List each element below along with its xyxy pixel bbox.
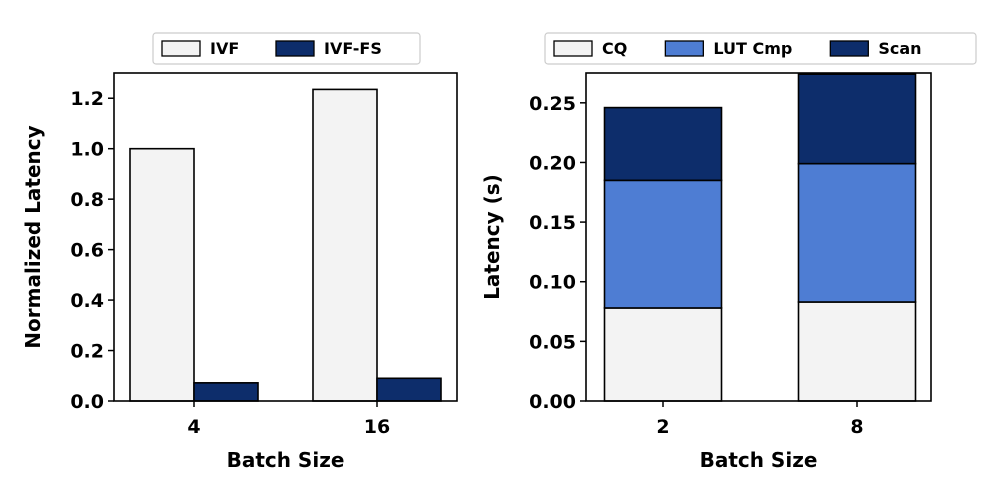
axes-frame — [113, 72, 458, 402]
legend-swatch-lut-cmp — [664, 40, 704, 57]
y-tick-label: 0.4 — [70, 290, 104, 312]
y-tick-label: 0.0 — [70, 391, 104, 413]
y-tick-label: 0.00 — [529, 391, 576, 413]
x-axis-label: Batch Size — [227, 448, 345, 472]
chart-right-latency-breakdown: 0.00 0.05 0.10 0.15 0.20 0.25 2 8 Batch Size Late… — [480, 32, 977, 472]
bar-ivf-16 — [312, 88, 378, 402]
y-axis-label: Normalized Latency — [21, 125, 45, 348]
y-tick-label: 0.05 — [529, 331, 576, 353]
bar-scan-2 — [603, 106, 723, 182]
x-tick-label: 16 — [364, 416, 390, 438]
y-tick-label: 0.8 — [70, 189, 104, 211]
x-tick-label: 4 — [187, 416, 200, 438]
bar-scan-8 — [797, 73, 917, 165]
x-tick-label: 2 — [656, 416, 669, 438]
legend-swatch-ivf — [161, 40, 201, 57]
bar-lut-cmp-2 — [603, 179, 723, 309]
legend-label-lut-cmp: LUT Cmp — [713, 39, 792, 58]
y-tick-label: 0.2 — [70, 341, 104, 363]
bar-ivf-fs-4 — [193, 382, 259, 402]
y-tick-label: 0.10 — [529, 272, 576, 294]
y-tick-label: 0.20 — [529, 152, 576, 174]
axes-frame — [585, 72, 932, 402]
y-tick-label: 0.25 — [529, 93, 576, 115]
bar-lut-cmp-8 — [797, 162, 917, 303]
x-axis-label: Batch Size — [700, 448, 818, 472]
bar-cq-8 — [797, 301, 917, 402]
y-tick-label: 1.2 — [70, 88, 104, 110]
y-tick-label: 1.0 — [70, 139, 104, 161]
legend-label-scan: Scan — [878, 39, 921, 58]
legend-label-ivf: IVF — [210, 39, 239, 58]
bar-ivf-fs-16 — [376, 377, 442, 402]
legend-label-cq: CQ — [602, 39, 627, 58]
y-tick-label: 0.6 — [70, 240, 104, 262]
bar-ivf-4 — [129, 147, 195, 402]
legend-swatch-scan — [829, 40, 869, 57]
legend-swatch-ivf-fs — [275, 40, 315, 57]
x-tick-label: 8 — [850, 416, 863, 438]
bar-cq-2 — [603, 307, 723, 402]
chart-left-normalized-latency: 0.0 0.2 0.4 0.6 0.8 1.0 1.2 4 16 Batch Size Normal… — [21, 32, 458, 472]
y-axis-label: Latency (s) — [480, 174, 504, 300]
legend-swatch-cq — [553, 40, 593, 57]
y-tick-label: 0.15 — [529, 212, 576, 234]
legend-label-ivf-fs: IVF-FS — [324, 39, 382, 58]
